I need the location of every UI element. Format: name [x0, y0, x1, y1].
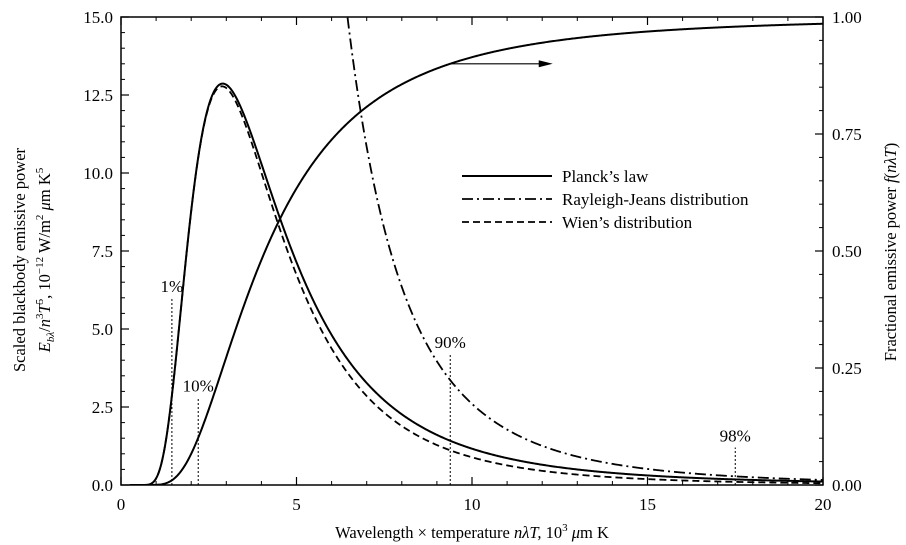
y-left-tick-label: 2.5 — [92, 398, 113, 417]
series-line-planck — [129, 82, 823, 485]
legend-label-planck: Planck’s law — [562, 167, 649, 186]
y-left-axis-title-line2: Ebλ/n3T5, 10−12 W/m2 μm K5 — [34, 167, 57, 353]
legend: Planck’s law Rayleigh-Jeans distribution… — [462, 167, 749, 232]
right-axis-arrow — [450, 60, 553, 68]
x-tick-label: 15 — [639, 495, 656, 514]
y-right-axis-ticks: 0.00 0.25 0.50 0.75 1.00 — [815, 8, 862, 495]
percent-marker-label: 90% — [435, 333, 466, 352]
percent-markers: 1% 10% 90% 98% — [161, 277, 751, 485]
y-right-tick-label: 0.75 — [832, 125, 862, 144]
y-right-axis-title: Fractional emissive power f(nλT) — [881, 143, 900, 361]
percent-marker-label: 1% — [161, 277, 184, 296]
y-left-tick-label: 5.0 — [92, 320, 113, 339]
x-axis-ticks: 0 5 10 15 20 — [117, 17, 832, 514]
percent-marker-label: 98% — [720, 427, 751, 446]
y-left-tick-label: 12.5 — [83, 86, 113, 105]
series-line-wien — [129, 85, 823, 485]
x-tick-label: 5 — [292, 495, 301, 514]
legend-label-rayleigh-jeans: Rayleigh-Jeans distribution — [562, 190, 749, 209]
x-tick-label: 0 — [117, 495, 126, 514]
y-left-tick-label: 0.0 — [92, 476, 113, 495]
series-line-rayleigh-jeans — [346, 17, 823, 481]
y-left-axis-title-line1: Scaled blackbody emissive power — [10, 147, 29, 372]
x-tick-label: 20 — [815, 495, 832, 514]
y-right-tick-label: 0.00 — [832, 476, 862, 495]
curves-layer — [129, 17, 823, 485]
y-right-tick-label: 1.00 — [832, 8, 862, 27]
y-left-tick-label: 7.5 — [92, 242, 113, 261]
y-left-tick-label: 10.0 — [83, 164, 113, 183]
x-tick-label: 10 — [464, 495, 481, 514]
legend-label-wien: Wien’s distribution — [562, 213, 693, 232]
percent-marker-label: 10% — [183, 377, 214, 396]
series-line-fraction — [129, 22, 823, 485]
y-right-tick-label: 0.25 — [832, 359, 862, 378]
y-left-axis-ticks: 0.0 2.5 5.0 7.5 10.0 12.5 15.0 — [83, 8, 129, 495]
x-axis-title: Wavelength × temperature nλT, 103 μm K — [335, 522, 609, 542]
y-left-tick-label: 15.0 — [83, 8, 113, 27]
y-right-tick-label: 0.50 — [832, 242, 862, 261]
